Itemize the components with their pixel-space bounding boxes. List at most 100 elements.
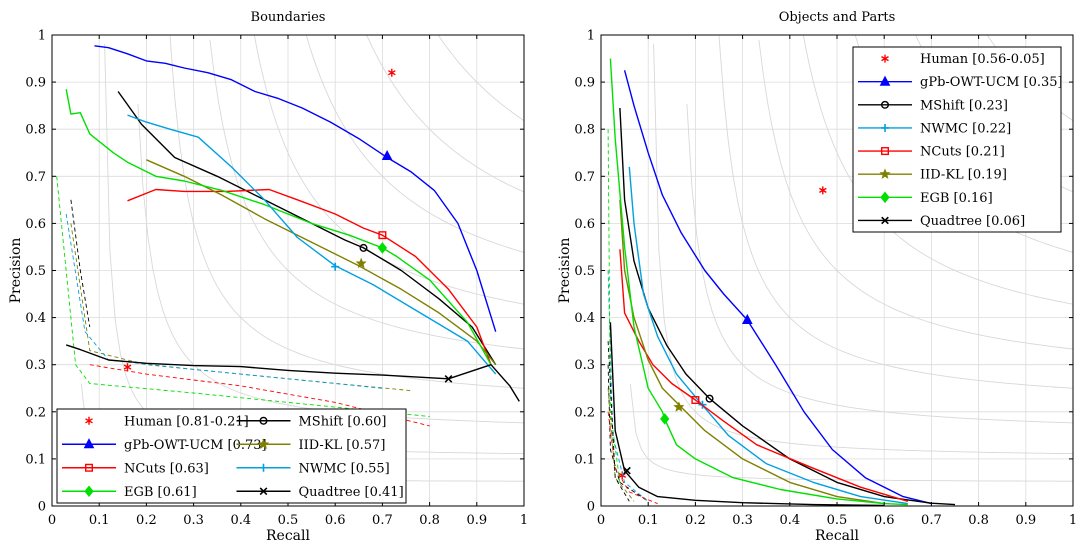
y-tick-label: 0 [38,500,46,515]
series-line [619,249,909,502]
legend-label: Quadtree [0.41] [299,485,404,500]
series-dashed-line [607,364,649,502]
x-tick-label: 0.9 [466,513,487,528]
legend-item: NCuts [0.63] [62,461,209,476]
iso-f-curve [366,35,524,193]
legend-symbol-diamond [880,191,890,204]
series-marker-cross [444,374,453,383]
y-tick-label: 1 [587,29,595,44]
y-tick-label: 0.1 [25,452,46,467]
legend-symbol-triangle [83,438,95,449]
legend-item: MShift [0.23] [858,98,1008,113]
x-tick-label: 0.2 [136,513,157,528]
iso-f-curve [758,39,1073,350]
legend: Human [0.81-0.21] MShift [0.60] gPb-OWT-UC… [56,408,407,504]
legend-label: NCuts [0.63] [124,461,209,476]
y-tick-label: 0.3 [574,358,595,373]
y-tick-label: 0 [587,500,595,515]
series-cross [65,344,520,402]
series-line [127,188,492,365]
legend-item: MShift [0.60] [236,414,387,429]
y-axis-label: Precision [557,238,573,304]
series-line [65,344,520,402]
series-human [388,68,396,77]
y-tick-label: 0.3 [25,358,46,373]
y-tick-label: 0.7 [25,170,46,185]
iso-f-curve [209,39,524,350]
series-circle [607,107,956,506]
chart-panel-1: 0 0.1 0.2 0.3 0.4 0.5 0.6 0.7 0.8 0.9 1 0 0.1 0.2 0.3 0… [8,10,528,544]
series-circle [70,91,497,366]
x-tick-label: 0.5 [827,513,848,528]
x-tick-label: 0.8 [968,513,989,528]
legend-item: NWMC [0.22] [858,121,1011,136]
x-tick-label: 0 [597,513,605,528]
legend-label: MShift [0.60] [299,414,387,429]
series-line [117,91,497,366]
series-marker-circle [705,394,714,403]
iso-f-curve [169,35,524,389]
legend-item: gPb-OWT-UCM [0.35] [858,75,1063,90]
x-tick-label: 0.3 [732,513,753,528]
legend-symbol-square [881,147,890,156]
x-tick-label: 0.4 [230,513,251,528]
series-marker-triangle [741,313,753,324]
series-diamond [607,58,908,506]
legend-item: EGB [0.61] [62,485,197,500]
legend-label: IID-KL [0.19] [920,168,1007,183]
series-triangle [94,45,497,332]
legend-label: NWMC [0.22] [920,121,1011,136]
legend-symbol-plus [881,123,889,132]
y-tick-label: 0.6 [574,217,595,232]
x-tick-label: 0.6 [325,513,346,528]
y-axis-label: Precision [8,238,24,304]
legend-item: Human [0.56-0.05] [881,52,1045,67]
data-point-human [819,186,827,195]
series-line [628,166,908,505]
legend-box [852,46,1062,233]
legend-label: gPb-OWT-UCM [0.35] [920,75,1063,90]
iso-f-curve [802,35,1073,305]
iso-f-curve [686,103,1073,424]
legend-box [56,408,407,504]
series-dashed-line [56,176,430,417]
x-tick-label: 0.2 [685,513,706,528]
series-marker-star [673,401,685,412]
x-tick-label: 0.5 [278,513,299,528]
legend: Human [0.56-0.05] gPb-OWT-UCM [0.35] MShif… [852,46,1063,233]
y-tick-label: 0.1 [574,452,595,467]
series-line [146,159,497,366]
series-line [623,70,932,505]
series-dashed-line [70,199,91,328]
series-plus [65,114,497,389]
x-tick-label: 0.6 [874,513,895,528]
x-axis-label: Recall [815,528,859,544]
x-tick-label: 0 [48,513,56,528]
legend-symbol-circle [881,100,890,109]
y-tick-label: 0.4 [574,311,595,326]
y-tick-label: 0.8 [574,123,595,138]
series-line [619,107,956,506]
series-diamond [56,89,492,417]
series-dashed-line [607,341,630,502]
y-tick-label: 0.4 [25,311,46,326]
y-tick-label: 0.9 [25,76,46,91]
series-marker-circle [359,243,368,252]
legend-symbol-cross [881,216,889,225]
x-tick-label: 1 [520,513,528,528]
legend-symbol-square [84,463,93,472]
legend-label: MShift [0.23] [920,98,1008,113]
iso-f-curve [718,35,1073,389]
legend-symbol-cross [259,487,268,496]
legend-symbol-human [881,54,889,63]
y-tick-label: 0.7 [574,170,595,185]
series-marker-square [378,231,387,240]
legend-label: Human [0.81-0.21] [124,414,249,429]
legend-symbol-star [879,168,891,179]
y-tick-label: 0.9 [574,76,595,91]
legend-label: Human [0.56-0.05] [920,52,1045,67]
legend-label: gPb-OWT-UCM [0.73] [124,438,267,453]
series-marker-diamond [377,242,388,254]
iso-f-curve [629,384,1073,482]
